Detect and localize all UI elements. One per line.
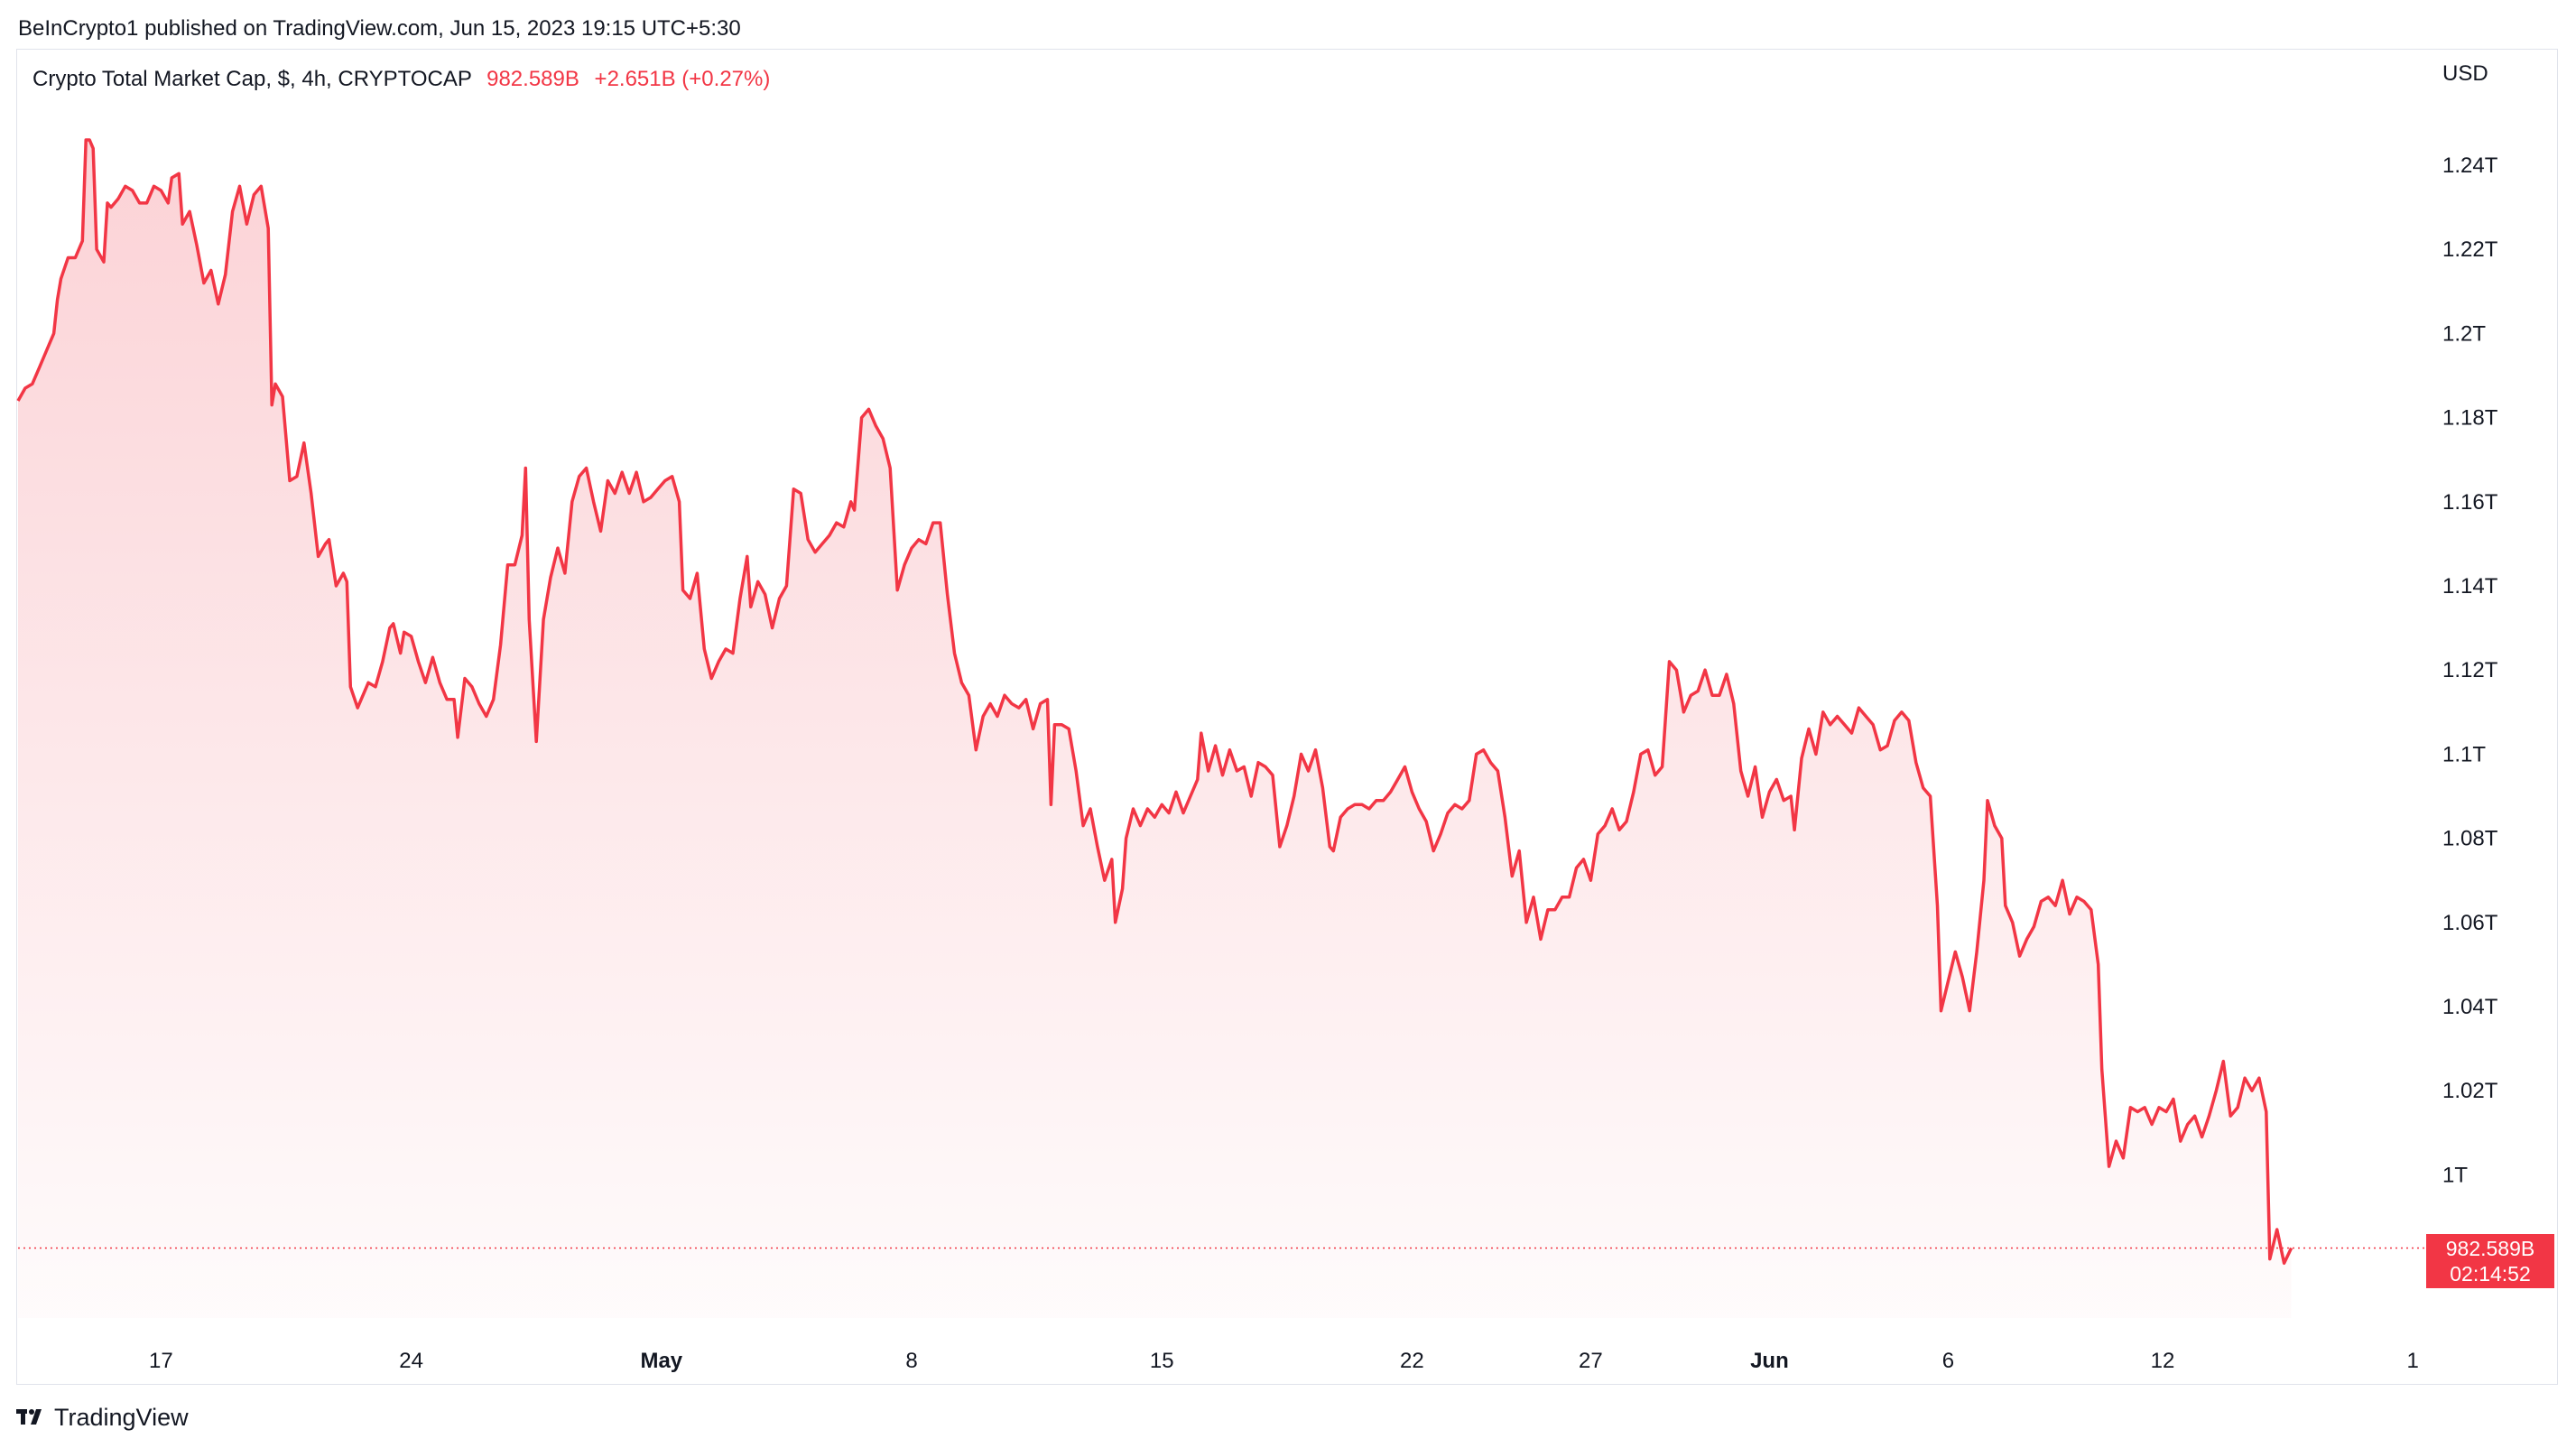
legend-change: +2.651B (+0.27%) <box>594 67 771 91</box>
y-tick-label: 1T <box>2442 1163 2468 1187</box>
legend: Crypto Total Market Cap, $, 4h, CRYPTOCA… <box>32 67 770 92</box>
chart-frame <box>16 49 2558 1385</box>
x-tick-label: Jun <box>1750 1349 1789 1373</box>
tradingview-logo-icon <box>16 1403 47 1432</box>
y-tick-label: 1.04T <box>2442 995 2498 1019</box>
x-tick-label: May <box>640 1349 682 1373</box>
x-tick-label: 17 <box>149 1349 173 1373</box>
y-tick-label: 1.22T <box>2442 237 2498 262</box>
y-tick-label: 1.02T <box>2442 1079 2498 1103</box>
x-tick-label: 22 <box>1400 1349 1424 1373</box>
x-tick-label: 24 <box>399 1349 423 1373</box>
x-tick-label: 8 <box>905 1349 917 1373</box>
y-tick-label: 1.12T <box>2442 658 2498 682</box>
y-axis[interactable]: 1.24T 1.22T 1.2T 1.18T 1.16T 1.14T 1.12T 1.1T 1.… <box>2442 153 2498 1187</box>
x-tick-label: 6 <box>1942 1349 1954 1373</box>
x-tick-label: 1 <box>2407 1349 2419 1373</box>
last-price-tag: 982.589B 02:14:52 <box>2426 1233 2554 1288</box>
currency-unit-label[interactable]: USD <box>2442 61 2488 86</box>
x-tick-label: 12 <box>2151 1349 2175 1373</box>
x-tick-label: 27 <box>1579 1349 1603 1373</box>
published-caption: BeInCrypto1 published on TradingView.com… <box>18 16 741 41</box>
y-tick-label: 1.14T <box>2442 574 2498 599</box>
area-layer <box>18 140 2292 1318</box>
y-tick-label: 1.16T <box>2442 490 2498 515</box>
line-layer <box>16 138 2426 1266</box>
series-area <box>18 140 2292 1318</box>
series-line <box>16 138 2293 1266</box>
footer-branding[interactable]: TradingView <box>16 1403 189 1432</box>
x-axis[interactable]: 17 24 May 8 15 22 27 Jun 6 12 1 <box>149 1349 2419 1373</box>
x-tick-label: 15 <box>1150 1349 1174 1373</box>
y-tick-label: 1.2T <box>2442 321 2486 346</box>
tradingview-brand: TradingView <box>54 1403 189 1431</box>
y-tick-label: 1.06T <box>2442 911 2498 935</box>
bar-countdown: 02:14:52 <box>2450 1261 2531 1286</box>
y-tick-label: 1.1T <box>2442 742 2486 766</box>
legend-symbol: Crypto Total Market Cap, $, 4h, CRYPTOCA… <box>32 67 472 91</box>
last-price-value: 982.589B <box>2445 1236 2535 1260</box>
y-tick-label: 1.18T <box>2442 406 2498 431</box>
y-tick-label: 1.08T <box>2442 827 2498 851</box>
y-tick-label: 1.24T <box>2442 153 2498 178</box>
legend-price: 982.589B <box>486 67 579 91</box>
